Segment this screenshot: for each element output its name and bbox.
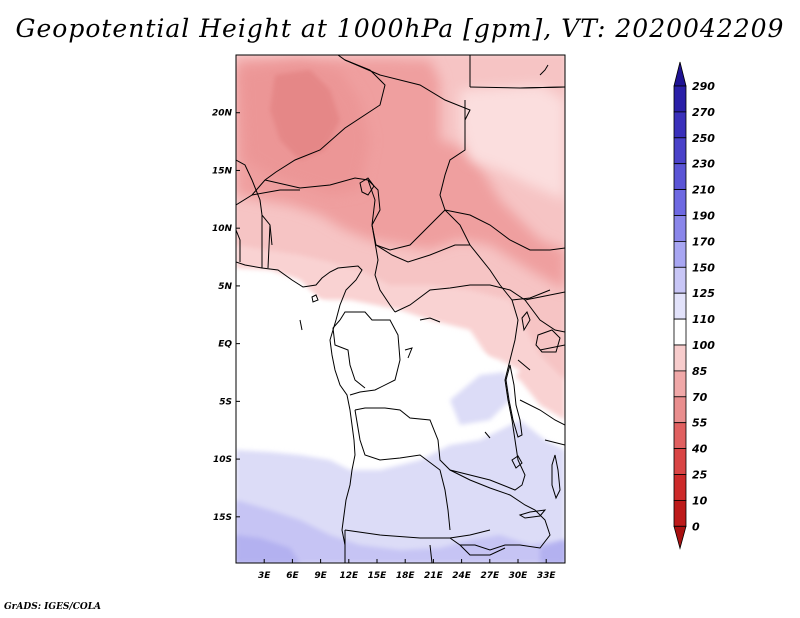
border-nigeria-cameroon <box>367 179 396 313</box>
y-axis: 20N 15N 10N 5N EQ 5S 10S 15S <box>212 109 240 523</box>
colorbar-label: 125 <box>692 287 715 300</box>
lake-albert <box>521 311 531 332</box>
border-car-south <box>394 284 565 313</box>
border-cameroon-car <box>375 244 470 263</box>
y-tick-label: 15S <box>213 513 232 523</box>
x-tick-label: 27E <box>480 571 500 581</box>
x-tick-label: 6E <box>286 571 299 581</box>
colorbar-label: 290 <box>692 80 715 93</box>
niger-delta-nile <box>539 64 549 76</box>
colorbar-extend-top <box>673 61 687 87</box>
map-frame <box>235 54 566 564</box>
border-gabon <box>332 319 366 389</box>
border-drc-east <box>354 284 526 491</box>
field-110-region <box>236 420 565 563</box>
border-ghana-togo <box>236 215 271 269</box>
colorbar-label: 40 <box>691 443 708 456</box>
y-tick-label: 5S <box>219 397 232 407</box>
border-niger-nigeria <box>264 177 446 251</box>
border-libya-sudan <box>469 55 565 89</box>
colorbar-swatch <box>673 422 687 450</box>
border-east-africa <box>511 289 565 446</box>
colorbar-label: 170 <box>692 235 715 248</box>
border-congo <box>339 311 401 396</box>
lake-malawi <box>551 454 561 500</box>
border-angola <box>344 409 491 539</box>
border-sudan-ss <box>444 209 565 251</box>
plot-title: Geopotential Height at 1000hPa [gpm], VT… <box>15 14 785 43</box>
x-tick-label: 15E <box>368 571 388 581</box>
field-85-east-light <box>460 85 565 200</box>
colorbar-label: 55 <box>692 417 708 430</box>
colorbar-swatch <box>673 137 687 165</box>
colorbar-label: 270 <box>692 106 715 119</box>
colorbar-label: 190 <box>692 210 715 223</box>
colorbar-label: 230 <box>692 158 715 171</box>
colorbar-label: 70 <box>692 391 708 404</box>
colorbar-swatch <box>673 370 687 398</box>
colorbar-label: 110 <box>692 313 715 326</box>
colorbar-swatch <box>673 448 687 475</box>
y-tick-label: 5N <box>218 282 232 292</box>
colorbar-label: 25 <box>692 469 708 482</box>
colorbar-label: 100 <box>692 339 715 352</box>
colorbar-label: 150 <box>692 261 715 274</box>
colorbar-label: 85 <box>692 365 708 378</box>
colorbar-swatch <box>673 474 687 501</box>
lake-victoria <box>535 329 561 353</box>
colorbar-extend-bottom <box>673 525 687 550</box>
field-70-core <box>270 70 340 160</box>
colorbar-swatch <box>673 266 687 294</box>
colorbar-label: 250 <box>692 132 715 145</box>
y-tick-label: EQ <box>218 340 232 350</box>
boundaries <box>236 55 565 563</box>
x-tick-label: 18E <box>396 571 416 581</box>
y-tick-label: 20N <box>212 109 233 119</box>
colorbar-swatch <box>673 111 687 139</box>
y-tick-label: 15N <box>212 166 233 176</box>
colorbar-swatch <box>673 189 687 216</box>
x-tick-label: 33E <box>537 571 557 581</box>
border-namibia <box>344 530 506 563</box>
y-tick-label: 10N <box>212 224 233 234</box>
x-tick-label: 24E <box>452 571 472 581</box>
colorbar-swatch <box>673 292 687 320</box>
y-tick-label: 10S <box>213 455 232 465</box>
colorbar-label: 0 <box>692 520 700 533</box>
lake-kariba <box>518 509 547 519</box>
field-110-patch <box>450 372 510 425</box>
x-tick-label: 3E <box>258 571 271 581</box>
field-100-band <box>236 275 520 455</box>
colorbar-swatch <box>673 318 687 346</box>
rivers <box>299 317 491 439</box>
border-zambia <box>449 469 551 551</box>
colorbar-swatch <box>673 240 687 268</box>
x-tick-label: 12E <box>339 571 359 581</box>
coastline <box>236 261 363 563</box>
colorbar-label: 10 <box>692 494 708 507</box>
colorbar-label: 210 <box>692 184 715 197</box>
colorbar-swatch <box>673 499 687 527</box>
x-tick-label: 9E <box>314 571 327 581</box>
x-tick-label: 30E <box>509 571 529 581</box>
colorbar-swatch <box>673 85 687 113</box>
field-150-region <box>236 535 565 563</box>
lake-mweru <box>511 455 523 469</box>
colorbar-swatch <box>673 163 687 190</box>
lake-tanganyika <box>505 364 523 438</box>
colorbar: 2902702502302101901701501251101008570554… <box>673 61 715 550</box>
border-mali-niger <box>236 55 386 206</box>
bioko-island <box>311 294 319 303</box>
lake-chad <box>359 177 375 196</box>
colorbar-swatch <box>673 396 687 424</box>
grads-credit: GrADS: IGES/COLA <box>4 602 102 612</box>
border-algeria-niger <box>344 59 471 121</box>
x-axis: 3E 6E 9E 12E 15E 18E 21E 24E 27E 30E 33E <box>258 559 556 581</box>
colorbar-swatch <box>673 215 687 242</box>
colorbar-swatch <box>673 344 687 372</box>
x-tick-label: 21E <box>424 571 444 581</box>
